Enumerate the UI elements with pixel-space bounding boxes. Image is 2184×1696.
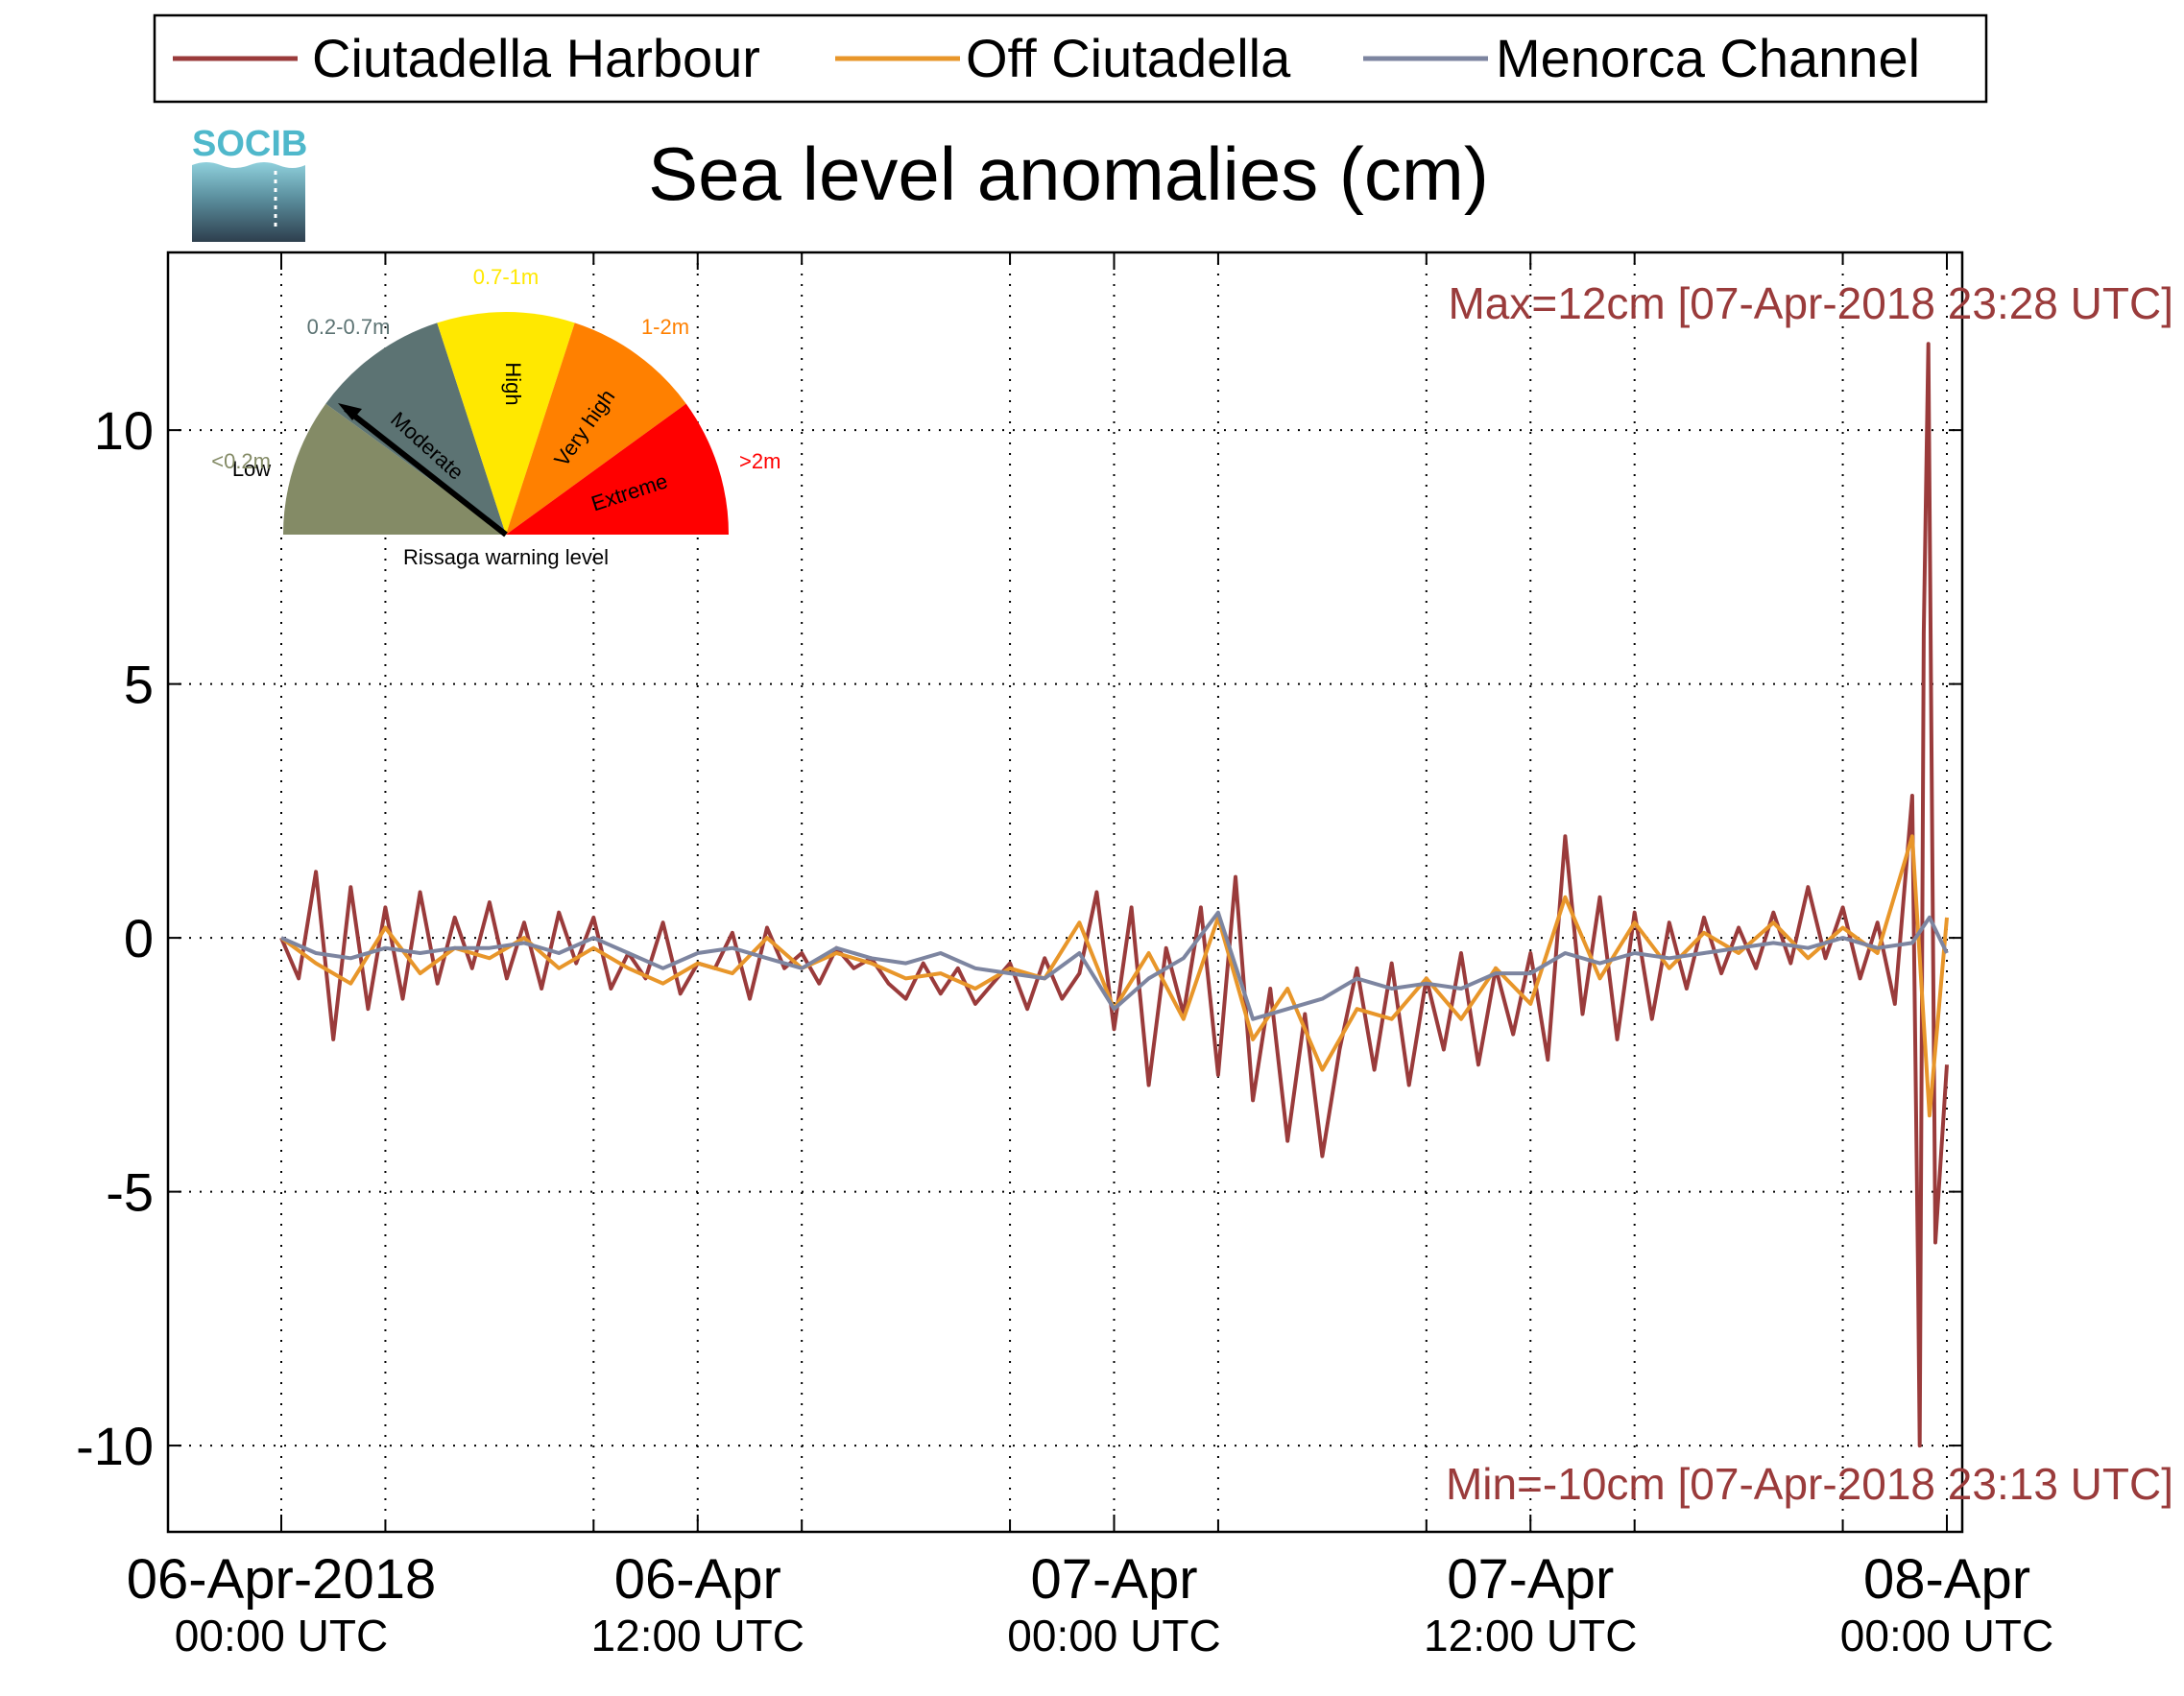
y-tick-label: -5	[106, 1162, 154, 1223]
series-layer	[279, 342, 1949, 1448]
series-line-off-ciutadella	[279, 834, 1949, 1118]
x-tick-sublabel: 00:00 UTC	[1007, 1611, 1220, 1660]
legend-label-ciutadella-harbour: Ciutadella Harbour	[312, 28, 760, 88]
y-tick-label: 0	[124, 908, 154, 968]
gauge-range-label-very-high: 1-2m	[641, 315, 689, 339]
chart-title: Sea level anomalies (cm)	[648, 131, 1489, 216]
gauge-sector-moderate	[325, 322, 506, 535]
x-tick-label: 07-Apr	[1030, 1548, 1197, 1611]
gauge-sector-high	[437, 312, 575, 535]
min-annotation: Min=-10cm [07-Apr-2018 23:13 UTC]	[1446, 1459, 2173, 1509]
gauge-sector-very-high	[506, 322, 686, 535]
gauge-needle	[344, 406, 508, 537]
legend: Ciutadella Harbour Off Ciutadella Menorc…	[153, 13, 1988, 104]
x-tick-sublabel: 12:00 UTC	[1424, 1611, 1637, 1660]
socib-logo: SOCIB	[192, 124, 307, 242]
axis-ticks	[168, 252, 1962, 1532]
socib-logo-wave	[192, 162, 305, 242]
legend-label-off-ciutadella: Off Ciutadella	[966, 28, 1291, 88]
gauge-sector-extreme	[506, 403, 729, 535]
gauge-range-label-low: <0.2m	[211, 449, 271, 473]
legend-box	[153, 13, 1988, 104]
socib-logo-text: SOCIB	[192, 124, 307, 164]
x-tick-sublabel: 00:00 UTC	[175, 1611, 388, 1660]
y-tick-label: -10	[76, 1416, 154, 1476]
x-tick-label: 06-Apr	[614, 1548, 781, 1611]
gauge-caption: Rissaga warning level	[403, 545, 609, 569]
x-tick-label: 08-Apr	[1863, 1548, 2030, 1611]
plot-area	[166, 251, 1964, 1534]
y-tick-label: 5	[124, 655, 154, 715]
x-tick-label: 07-Apr	[1447, 1548, 1614, 1611]
gauge-range-label-moderate: 0.2-0.7m	[307, 315, 391, 339]
x-tick-sublabel: 12:00 UTC	[591, 1611, 804, 1660]
gauge-needle-arrowhead	[338, 403, 362, 420]
gauge-range-label-high: 0.7-1m	[473, 265, 539, 289]
x-tick-label: 06-Apr-2018	[127, 1548, 436, 1611]
gauge-sector-label-high: High	[501, 362, 525, 405]
y-tick-label: 10	[94, 400, 154, 461]
max-annotation: Max=12cm [07-Apr-2018 23:28 UTC]	[1448, 278, 2173, 328]
series-line-menorca-channel	[280, 910, 1949, 1021]
legend-label-menorca-channel: Menorca Channel	[1496, 28, 1920, 88]
y-tick-labels: -10 -5 0 5 10	[76, 400, 154, 1476]
x-tick-sublabel: 00:00 UTC	[1840, 1611, 2053, 1660]
plot-frame	[166, 251, 1964, 1534]
gauge-sector-low	[283, 403, 506, 535]
gauge-sector-label-low: Low	[232, 457, 271, 481]
gauge-range-label-extreme: >2m	[739, 449, 780, 473]
